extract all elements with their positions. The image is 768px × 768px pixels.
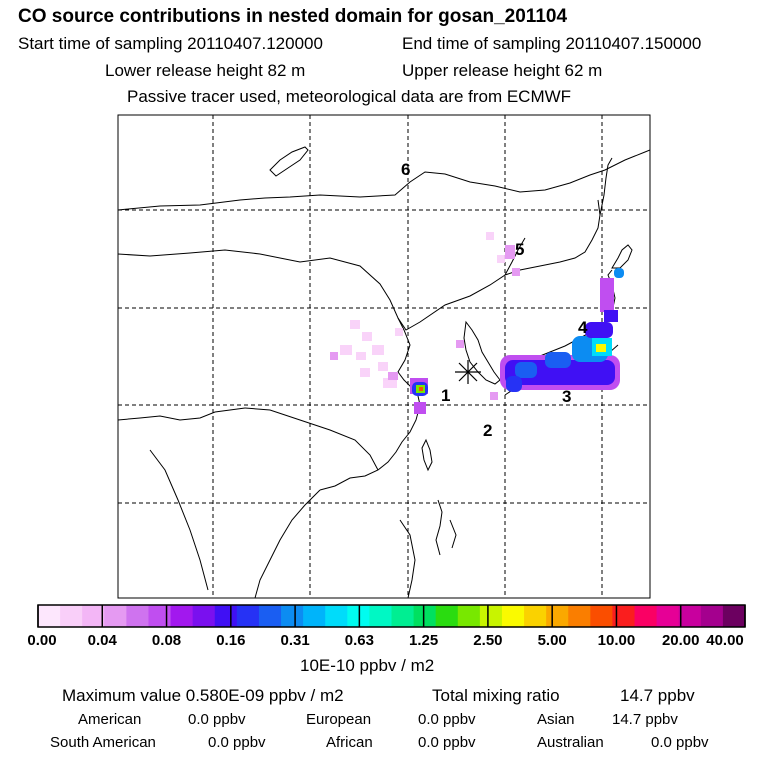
receptor-marker	[455, 360, 481, 384]
colorbar-tick-label: 0.16	[216, 632, 246, 649]
colorbar-swatch	[479, 605, 503, 627]
colorbar-swatch	[347, 605, 370, 627]
colorbar-swatch	[281, 605, 304, 627]
asian-label: Asian	[537, 711, 575, 728]
start-time-label: Start time of sampling 20110407.120000	[18, 34, 323, 53]
colorbar-swatch	[590, 605, 613, 627]
colorbar-tick-label: 1.25	[409, 632, 439, 649]
total-mixing-label: Total mixing ratio	[432, 686, 560, 705]
colorbar-swatch	[148, 605, 172, 627]
colorbar-tick-label: 0.08	[151, 632, 182, 649]
colorbar-swatch	[325, 605, 348, 627]
tracer-note: Passive tracer used, meteorological data…	[127, 87, 572, 106]
asian-value: 14.7 ppbv	[612, 711, 678, 728]
concentration-plumes	[330, 232, 624, 414]
colorbar-swatch	[700, 605, 724, 627]
colorbar-swatch	[38, 605, 61, 627]
colorbar-swatch	[258, 605, 282, 627]
colorbar-swatch	[303, 605, 326, 627]
colorbar-swatch	[568, 605, 591, 627]
colorbar-swatch	[391, 605, 415, 627]
colorbar-tick-label: 5.00	[537, 632, 567, 649]
region-label-3: 3	[562, 387, 572, 406]
colorbar-tick-label: 0.00	[27, 632, 57, 649]
colorbar-tick-label: 2.50	[473, 632, 503, 649]
colorbar-swatch	[170, 605, 194, 627]
african-value: 0.0 ppbv	[418, 734, 476, 751]
upper-release-label: Upper release height 62 m	[402, 61, 603, 80]
colorbar-tick-label: 40.00	[706, 632, 744, 649]
colorbar-swatch	[126, 605, 149, 627]
total-mixing-value: 14.7 ppbv	[620, 686, 695, 705]
colorbar-swatch	[612, 605, 636, 627]
colorbar-swatch	[678, 605, 702, 627]
colorbar-swatch	[656, 605, 680, 627]
region-label-1: 1	[441, 386, 451, 405]
colorbar-swatch	[413, 605, 437, 627]
colorbar-swatch	[457, 605, 481, 627]
south-american-label: South American	[50, 734, 156, 751]
end-time-label: End time of sampling 20110407.150000	[402, 34, 702, 53]
lat-lon-grid	[118, 115, 650, 598]
colorbar-border	[37, 604, 746, 628]
colorbar-swatch	[546, 605, 569, 627]
colorbar	[37, 604, 746, 628]
south-american-value: 0.0 ppbv	[208, 734, 266, 751]
african-label: African	[326, 734, 373, 751]
colorbar-swatch	[236, 605, 260, 627]
region-label-2: 2	[483, 421, 493, 440]
colorbar-tick-label: 0.63	[344, 632, 374, 649]
colorbar-tick-label: 20.00	[661, 632, 700, 649]
colorbar-swatch	[104, 605, 127, 627]
region-label-4: 4	[578, 318, 588, 337]
colorbar-swatch	[524, 605, 547, 627]
colorbar-tick-label: 0.04	[87, 632, 117, 649]
colorbar-swatch	[60, 605, 83, 627]
colorbar-tick-label: 10.00	[597, 632, 636, 649]
lower-release-label: Lower release height 82 m	[105, 61, 306, 80]
max-value-label: Maximum value 0.580E-09 ppbv / m2	[62, 686, 344, 705]
colorbar-swatch	[192, 605, 216, 627]
colorbar-swatch	[501, 605, 525, 627]
region-label-6: 6	[401, 160, 411, 179]
colorbar-swatch	[634, 605, 658, 627]
australian-label: Australian	[537, 734, 604, 751]
colorbar-tick-label: 0.31	[280, 632, 310, 649]
european-label: European	[306, 711, 372, 728]
european-value: 0.0 ppbv	[418, 711, 476, 728]
colorbar-swatch	[435, 605, 459, 627]
american-value: 0.0 ppbv	[188, 711, 246, 728]
colorbar-swatch	[369, 605, 392, 627]
australian-value: 0.0 ppbv	[651, 734, 709, 751]
colorbar-swatch	[82, 605, 105, 627]
region-label-5: 5	[515, 240, 525, 259]
american-label: American	[78, 711, 142, 728]
page-title: CO source contributions in nested domain…	[18, 6, 568, 27]
colorbar-swatch	[214, 605, 238, 627]
colorbar-swatch	[722, 605, 746, 627]
colorbar-unit: 10E-10 ppbv / m2	[300, 656, 435, 675]
